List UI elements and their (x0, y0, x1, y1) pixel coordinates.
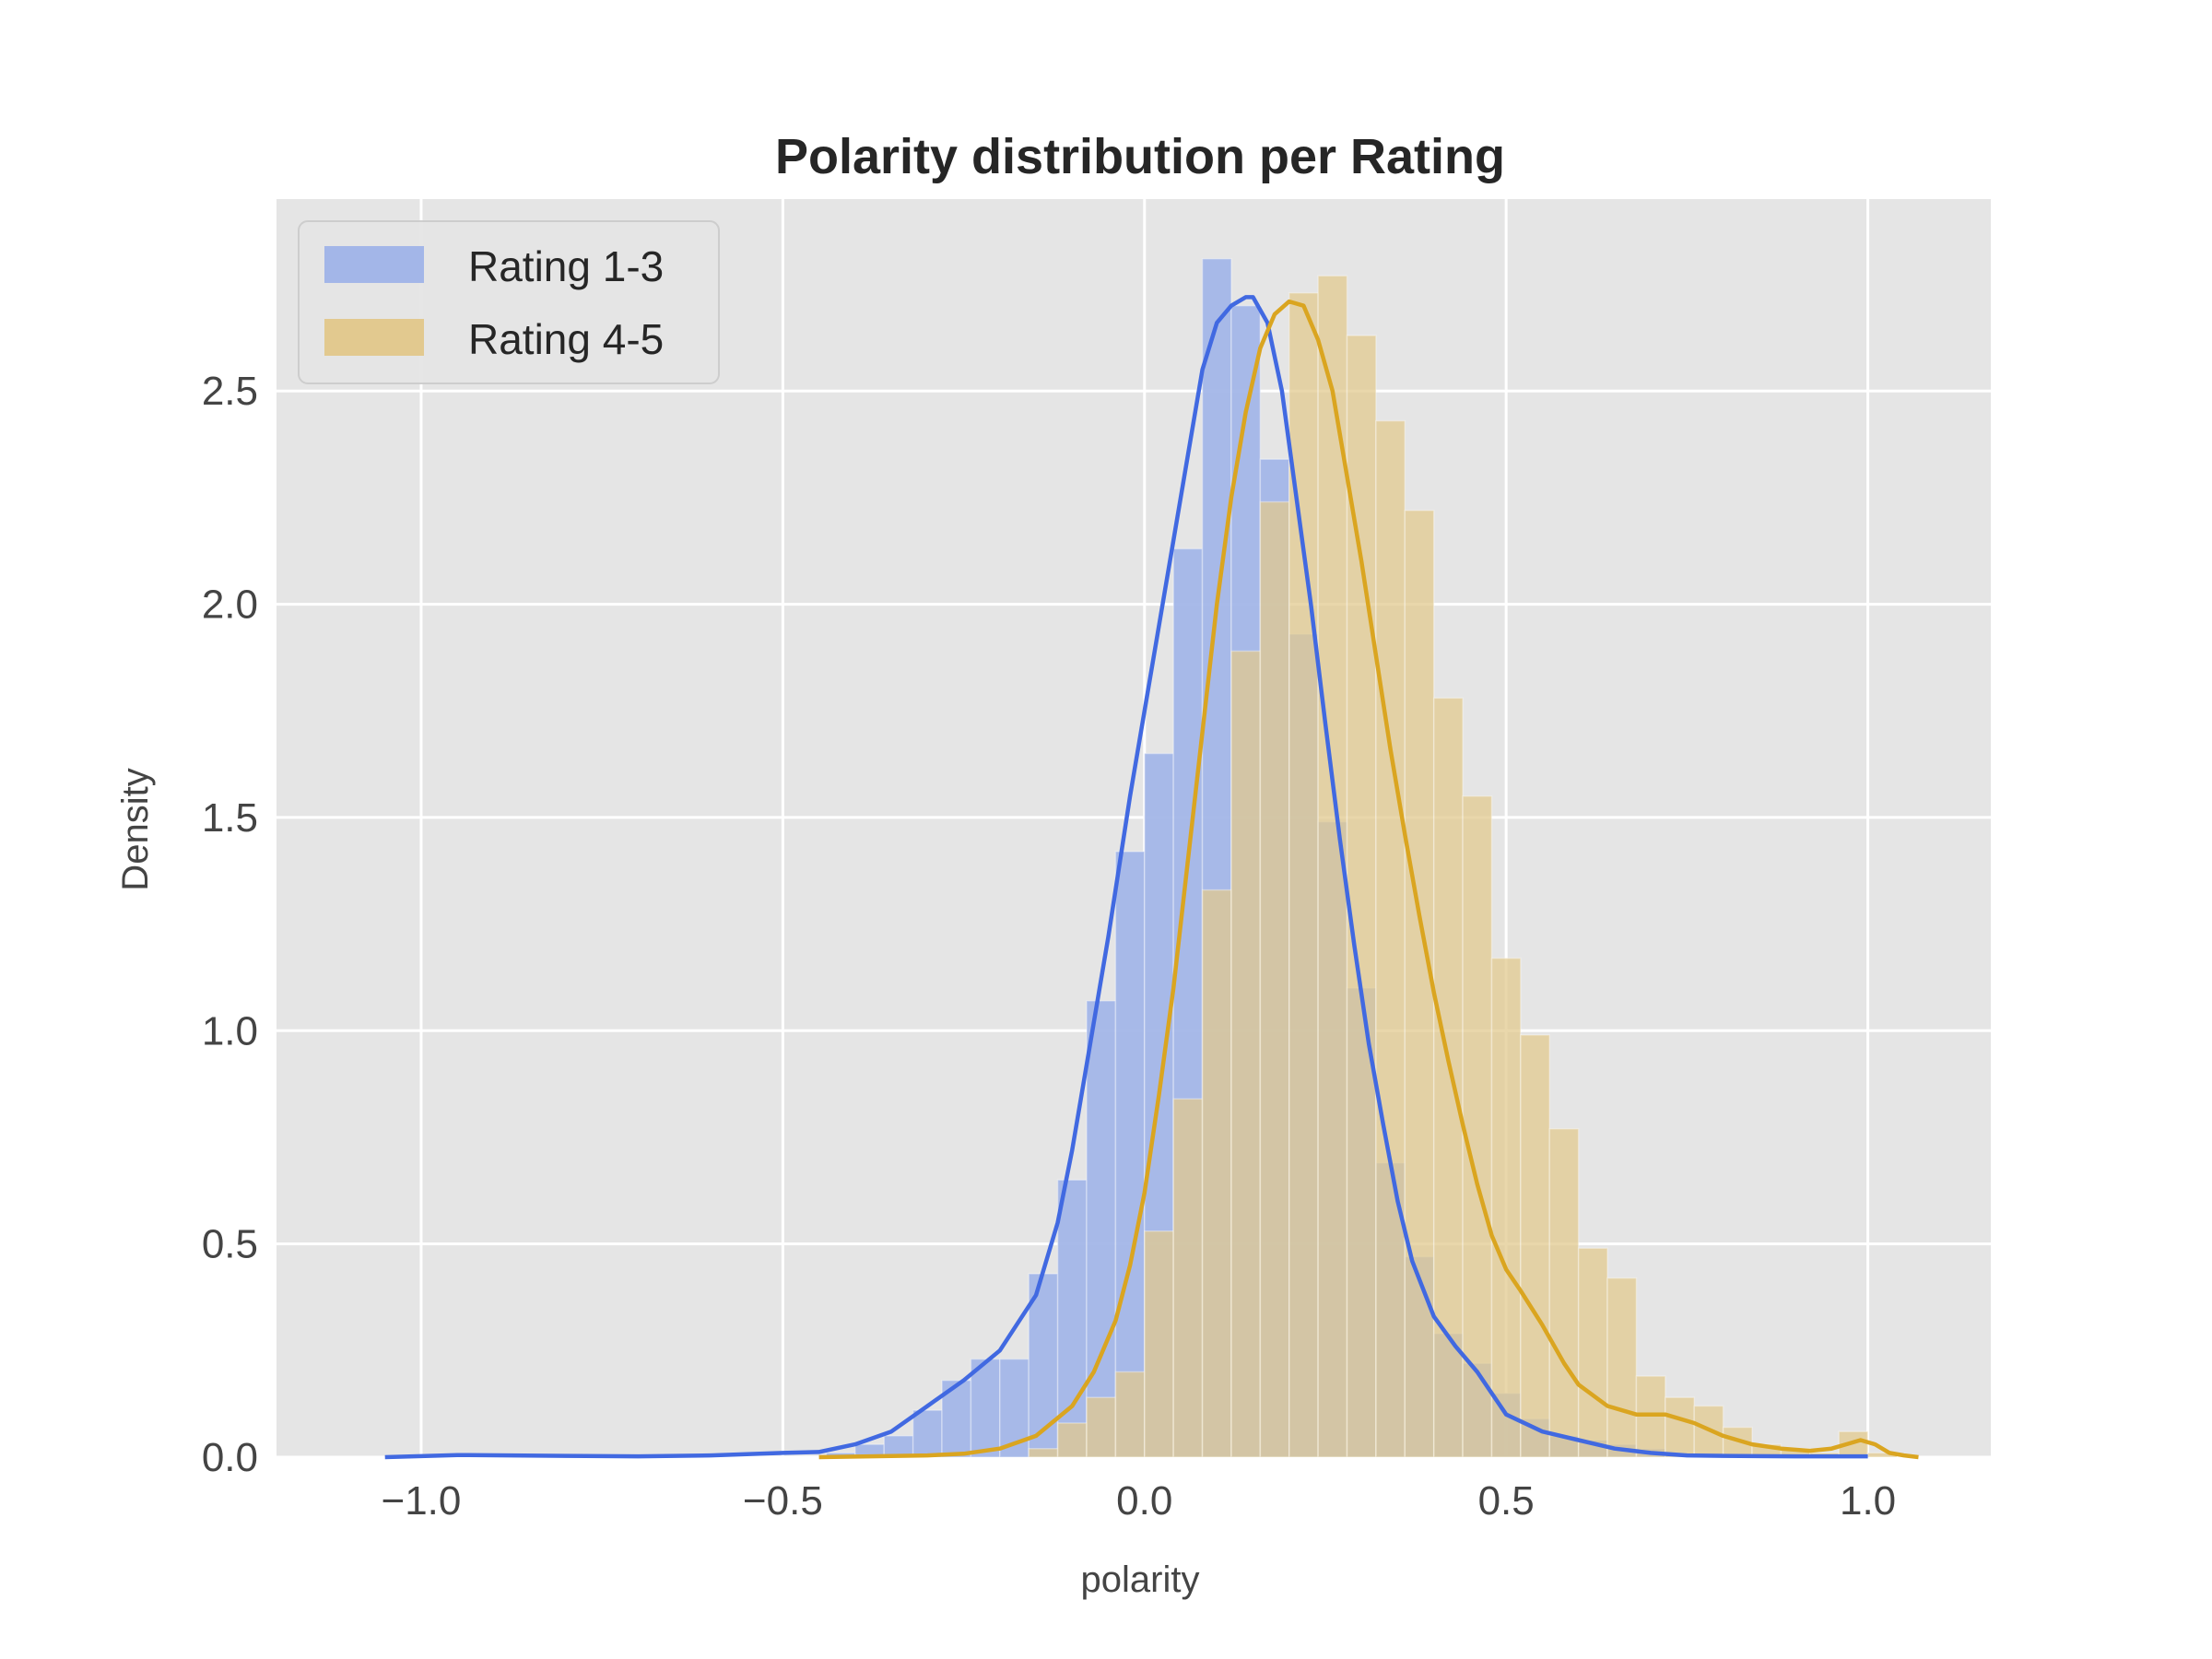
legend: Rating 1-3 Rating 4-5 (298, 220, 720, 384)
y-tick-label: 1.0 (202, 1008, 258, 1053)
histogram-bar (1635, 1375, 1666, 1458)
y-tick-label: 1.5 (202, 795, 258, 841)
histogram-bar (1404, 510, 1435, 1458)
histogram-bar (1056, 1422, 1088, 1458)
histogram-bar (1172, 1098, 1204, 1458)
histogram-bar (1259, 500, 1290, 1458)
histogram-bar (1375, 419, 1406, 1458)
x-axis-label: polarity (1081, 1559, 1200, 1600)
histogram-bar (1230, 650, 1262, 1458)
histogram-bar (1086, 1000, 1117, 1458)
histogram-bar (1201, 888, 1232, 1458)
y-tick-label: 0.0 (202, 1435, 258, 1480)
histogram-bar (1144, 1230, 1174, 1458)
histogram-bar (970, 1358, 1001, 1458)
legend-label-rating-4-5: Rating 4-5 (468, 315, 664, 363)
y-axis-label: Density (115, 768, 156, 890)
histogram-bar (1346, 335, 1377, 1458)
histogram-bar (1577, 1247, 1608, 1458)
legend-swatch-rating-4-5 (324, 319, 424, 356)
kde-curves (384, 295, 1919, 1460)
histogram-bar (1490, 957, 1522, 1458)
histogram-bar (1665, 1396, 1695, 1458)
kde-line-rating-4-5 (818, 299, 1919, 1460)
histogram-bar (912, 1409, 943, 1458)
tick-labels: −1.0 −0.5 0.0 0.5 1.0 0.0 0.5 1.0 1.5 2.0 2.5 (202, 369, 1896, 1524)
histogram-bar (1028, 1273, 1059, 1458)
x-tick-label: 0.0 (1116, 1478, 1172, 1524)
y-tick-label: 2.5 (202, 369, 258, 414)
y-tick-label: 0.5 (202, 1222, 258, 1267)
histogram-bar (1086, 1396, 1117, 1458)
histogram-bar (1548, 1127, 1580, 1458)
histogram-bar (1114, 1371, 1146, 1458)
histogram-bar (1028, 1447, 1059, 1458)
legend-label-rating-1-3: Rating 1-3 (468, 242, 664, 290)
histogram-bar (1606, 1277, 1638, 1458)
histogram-bar (1432, 697, 1464, 1458)
x-tick-label: −0.5 (743, 1478, 823, 1524)
histogram-bar (1114, 851, 1146, 1458)
y-tick-label: 2.0 (202, 582, 258, 628)
histogram-bar (1520, 1034, 1551, 1458)
x-tick-label: −1.0 (382, 1478, 462, 1524)
kde-line-rating-1-3 (384, 295, 1868, 1460)
x-tick-label: 0.5 (1478, 1478, 1535, 1524)
chart-title: Polarity distribution per Rating (775, 129, 1505, 184)
legend-swatch-rating-1-3 (324, 246, 424, 283)
x-tick-label: 1.0 (1840, 1478, 1896, 1524)
